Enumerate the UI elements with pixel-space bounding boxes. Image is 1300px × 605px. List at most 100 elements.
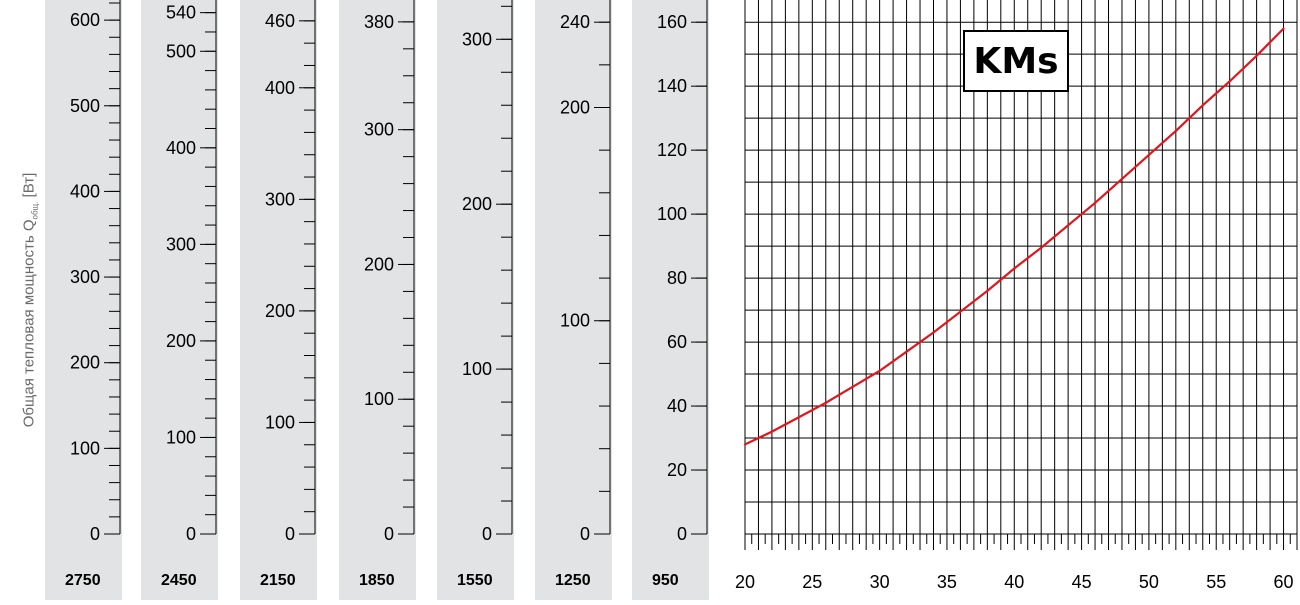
scale-panel-2150: 0 100 200 300 400 460 2150 — [240, 0, 317, 600]
data-point — [1093, 201, 1097, 205]
scale-tick-label: 100 — [166, 427, 196, 447]
scale-tick-label: 100 — [70, 438, 100, 458]
scale-tick-label: 200 — [166, 331, 196, 351]
data-point — [959, 310, 962, 313]
scale-tick-label: 0 — [384, 524, 394, 544]
data-point — [1255, 54, 1258, 57]
y-axis-label-main: Общая тепловая мощность Q — [20, 219, 38, 428]
scale-tick-label: 400 — [265, 78, 295, 98]
scale-panel-2450: 0 100 200 300 400 500 540 2450 — [141, 0, 218, 600]
scale-panel-background — [437, 0, 514, 600]
scale-tick-label: 500 — [70, 96, 100, 116]
scale-panel-label: 950 — [652, 572, 679, 589]
scale-tick-label: 240 — [560, 12, 590, 32]
scale-tick-label: 0 — [482, 524, 492, 544]
data-point — [1228, 80, 1231, 83]
data-point — [1147, 153, 1151, 157]
data-point — [770, 430, 774, 433]
scale-tick-label: 300 — [70, 267, 100, 287]
scale-tick-label: 380 — [364, 12, 394, 32]
scale-tick-label: 0 — [90, 524, 100, 544]
data-point — [1282, 27, 1285, 30]
scale-tick-label: 200 — [364, 254, 394, 274]
scale-tick-label: 300 — [462, 29, 492, 49]
scale-panel-2750: 0 100 200 300 400 500 600 2750 — [45, 0, 122, 600]
scale-tick-label: 80 — [667, 268, 687, 288]
scale-tick-label: 400 — [166, 138, 196, 158]
scale-tick-label: 300 — [364, 120, 394, 140]
data-point — [1040, 246, 1043, 249]
chart-title: KMs — [963, 30, 1069, 92]
y-axis-label: Общая тепловая мощность Qобщ. [Вт] — [21, 173, 40, 427]
scale-panel-label: 2750 — [65, 572, 101, 589]
x-tick-label: 40 — [1004, 572, 1024, 592]
data-point — [1067, 224, 1070, 227]
plot-grid — [744, 0, 1298, 550]
scale-tick-label: 140 — [657, 76, 687, 96]
data-point — [905, 350, 908, 353]
scale-tick-label: 60 — [667, 332, 687, 352]
data-point — [1120, 177, 1124, 181]
scale-tick-label: 0 — [677, 524, 687, 544]
scale-panel-label: 2150 — [260, 572, 296, 589]
scale-tick-label: 0 — [186, 524, 196, 544]
scale-panel-1850: 0 100 200 300 380 1850 — [339, 0, 416, 600]
scale-panel-background — [632, 0, 709, 600]
scale-tick-label: 100 — [657, 204, 687, 224]
data-point — [932, 331, 935, 334]
scale-tick-label: 120 — [657, 140, 687, 160]
data-point — [1013, 267, 1016, 270]
data-point — [878, 369, 881, 372]
scale-tick-label: 200 — [462, 194, 492, 214]
data-point — [1201, 104, 1204, 107]
scale-panel-1550: 0 100 200 300 1550 — [437, 0, 514, 600]
scale-tick-label: 40 — [667, 396, 687, 416]
scale-tick-label: 400 — [70, 181, 100, 201]
data-point — [797, 416, 800, 419]
x-tick-label: 50 — [1139, 572, 1159, 592]
scale-panel-label: 1850 — [359, 572, 395, 589]
scale-tick-label: 200 — [265, 301, 295, 321]
x-tick-label: 60 — [1274, 572, 1294, 592]
scale-tick-label: 200 — [70, 353, 100, 373]
scale-tick-label: 20 — [667, 460, 687, 480]
scale-panel-background — [535, 0, 612, 600]
data-point — [1174, 129, 1177, 133]
scale-tick-label: 100 — [364, 389, 394, 409]
x-tick-label: 25 — [802, 572, 822, 592]
x-tick-label: 55 — [1206, 572, 1226, 592]
scale-panel-background — [141, 0, 218, 600]
scale-tick-label: 200 — [560, 97, 590, 117]
scale-tick-label: 100 — [265, 412, 295, 432]
data-point — [851, 385, 854, 388]
x-tick-label: 35 — [937, 572, 957, 592]
data-point — [743, 443, 747, 446]
y-axis-label-sub: общ. — [30, 201, 40, 220]
x-tick-label: 30 — [870, 572, 890, 592]
scale-tick-label: 0 — [580, 524, 590, 544]
y-axis-label-unit: [Вт] — [20, 172, 38, 198]
scale-panel-label: 2450 — [161, 572, 197, 589]
scale-tick-label: 600 — [70, 10, 100, 30]
scale-panel-label: 1250 — [555, 572, 591, 589]
scale-tick-label: 540 — [166, 3, 196, 23]
scale-tick-label: 100 — [560, 311, 590, 331]
x-tick-label: 45 — [1072, 572, 1092, 592]
scale-panel-background — [339, 0, 416, 600]
scale-tick-label: 300 — [166, 234, 196, 254]
scale-panel-950: 0 20 40 60 80 100 120 140 160 950 — [632, 0, 709, 600]
scale-tick-label: 460 — [265, 11, 295, 31]
scale-panel-1250: 0 100 200 240 1250 — [535, 0, 612, 600]
data-point — [986, 289, 989, 292]
scale-tick-label: 300 — [265, 189, 295, 209]
scale-tick-label: 500 — [166, 41, 196, 61]
scale-panel-background — [45, 0, 122, 600]
scale-panel-background — [240, 0, 317, 600]
data-point — [824, 401, 827, 404]
scale-panel-label: 1550 — [457, 572, 493, 589]
x-tick-label: 20 — [735, 572, 755, 592]
scale-tick-label: 0 — [285, 524, 295, 544]
scale-tick-label: 100 — [462, 359, 492, 379]
